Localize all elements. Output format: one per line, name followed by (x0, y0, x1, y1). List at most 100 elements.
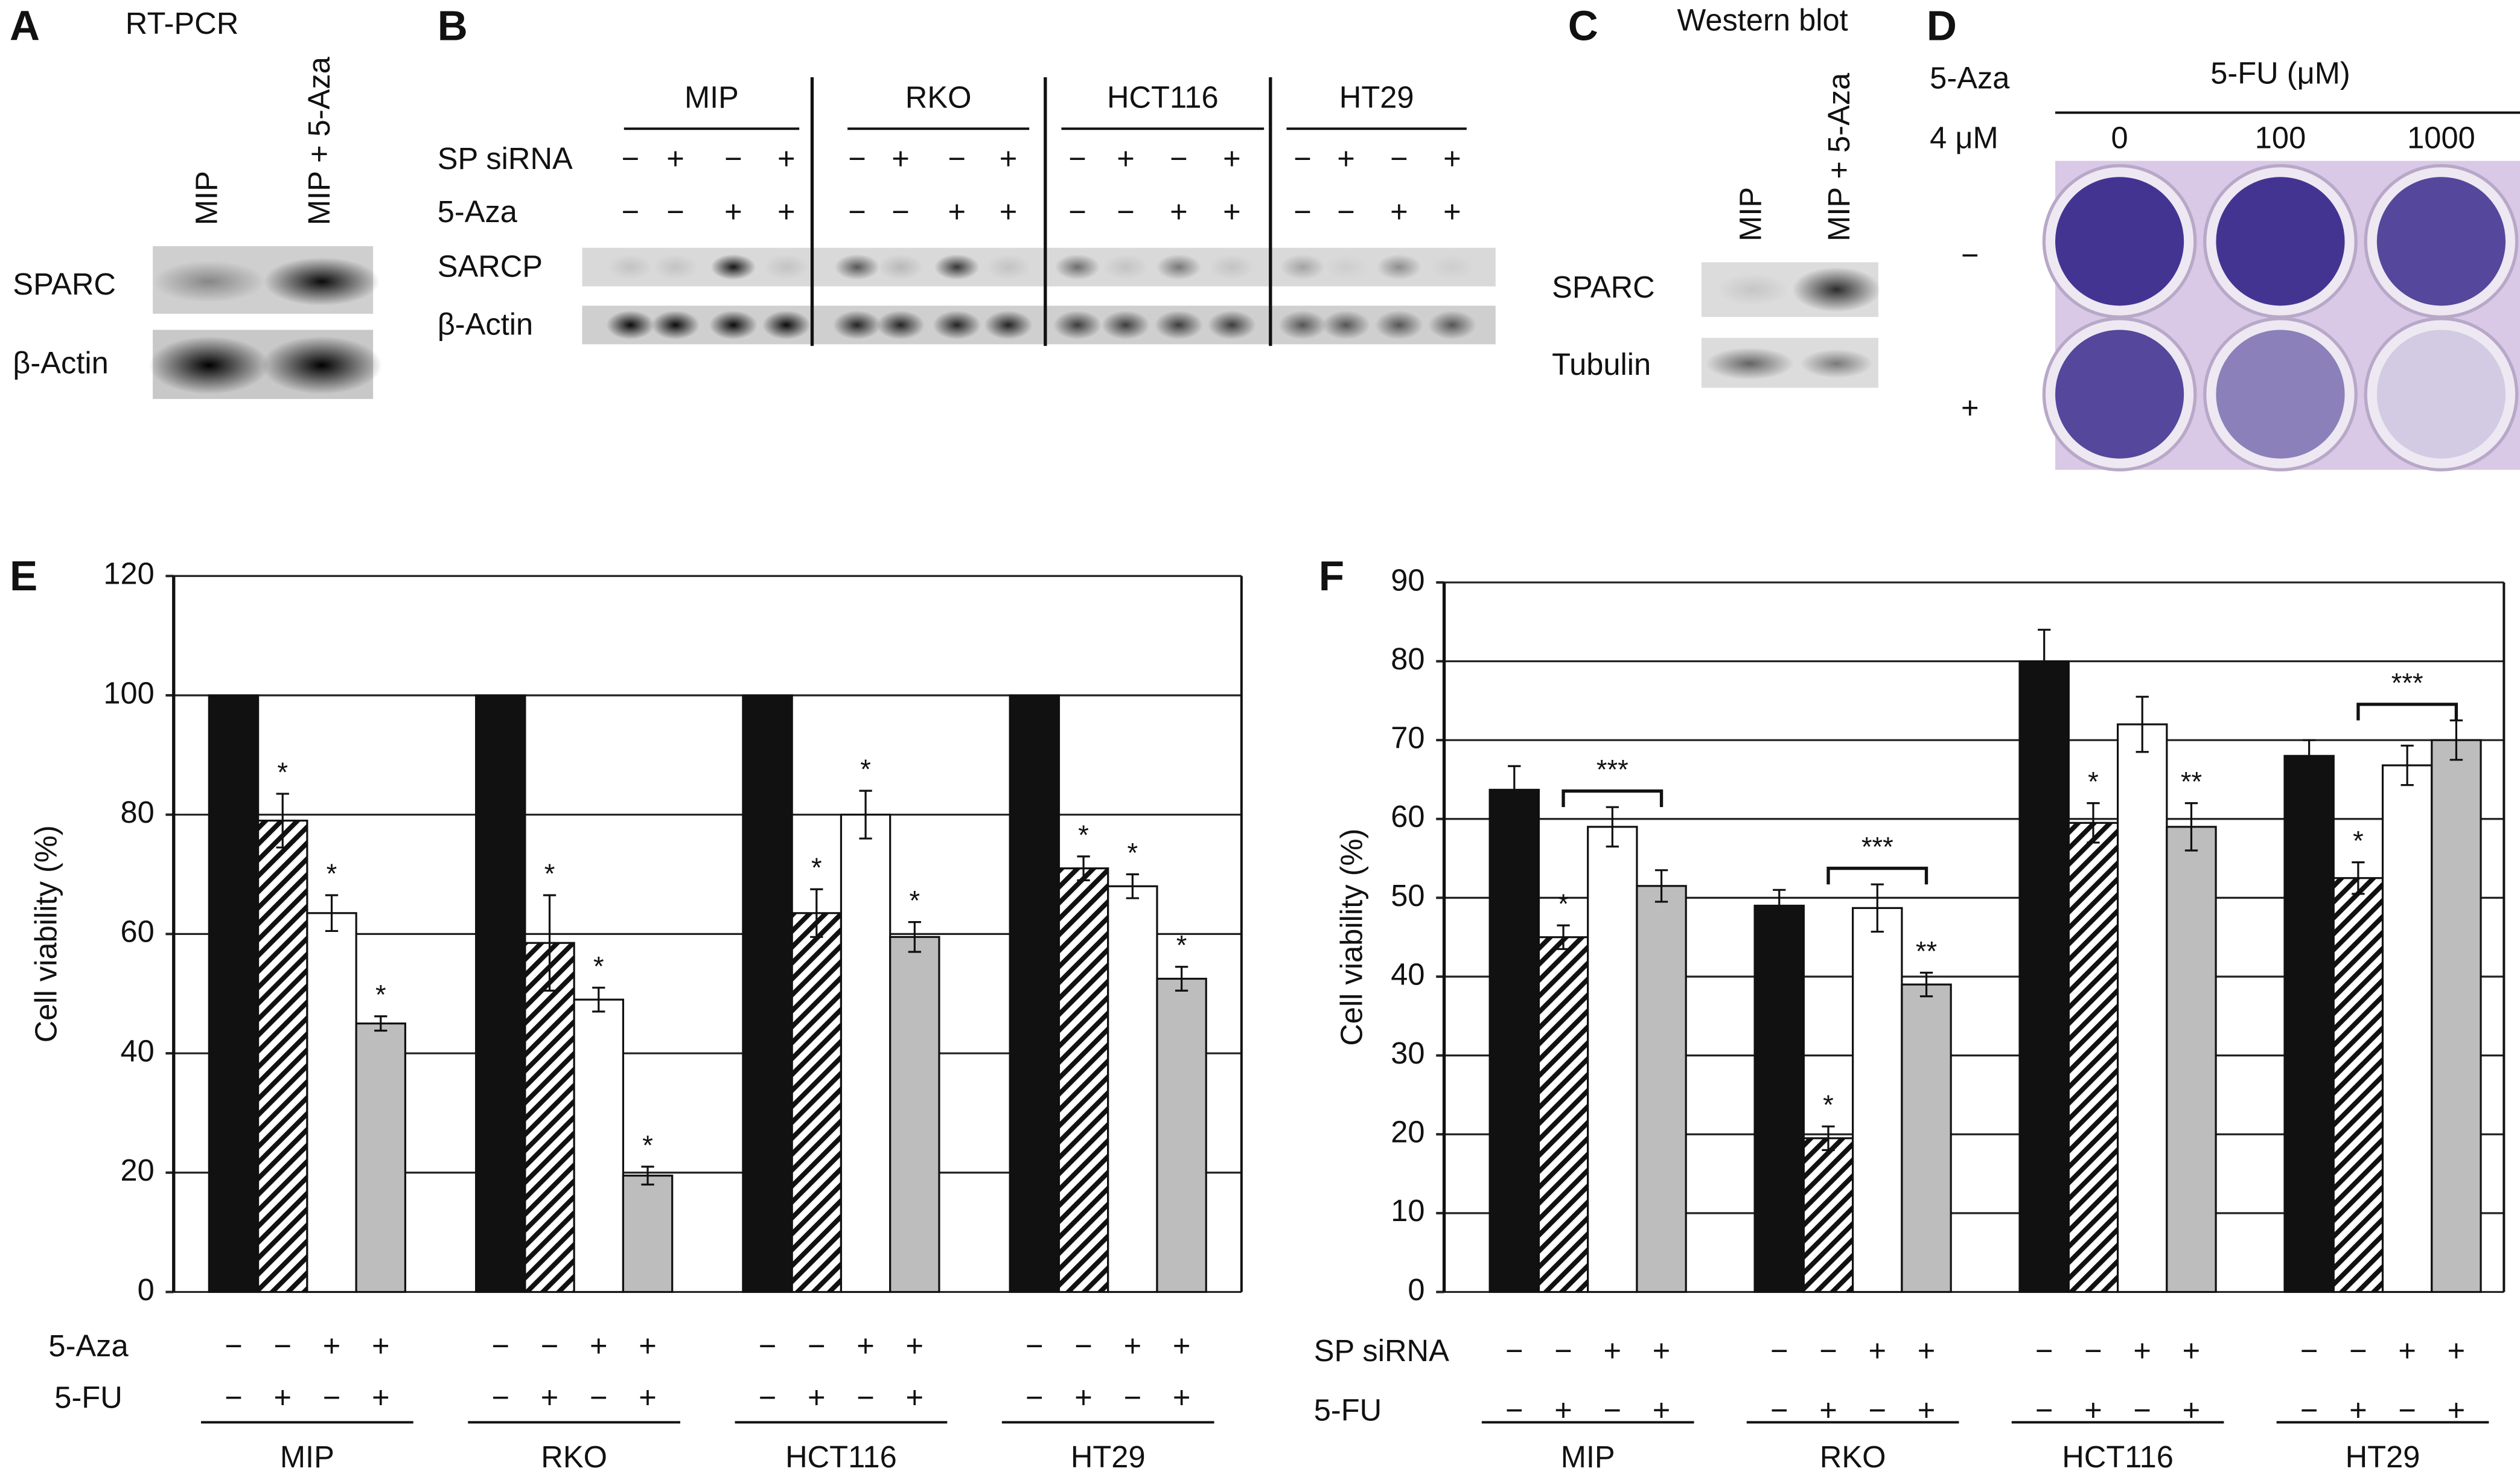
condition-sign: + (1443, 194, 1461, 229)
y-tick-label: 90 (1391, 563, 1424, 597)
condition-sign: − (724, 141, 742, 176)
blot-band (709, 310, 758, 340)
condition-sign: − (1068, 141, 1086, 176)
condition-sign: + (372, 1329, 390, 1363)
significance: *** (1597, 754, 1628, 785)
well-stain (2376, 177, 2506, 306)
condition-sign: − (2349, 1333, 2367, 1368)
bar (840, 814, 892, 1294)
error-bar (1557, 924, 1570, 950)
blot-band (1705, 347, 1794, 380)
error-bar (859, 790, 872, 840)
condition-sign: − (622, 141, 640, 176)
condition-label: SP siRNA (1314, 1333, 1449, 1368)
well-stain (2216, 177, 2345, 306)
well-stain (2055, 177, 2184, 306)
condition-sign: + (1604, 1333, 1622, 1368)
panel-letter: B (438, 2, 468, 49)
condition-sign: + (1443, 141, 1461, 176)
bar (742, 694, 793, 1294)
bar (1156, 977, 1207, 1294)
row-label: 5-Aza (438, 194, 518, 229)
condition-sign: − (1819, 1333, 1837, 1368)
bar (2283, 754, 2335, 1294)
condition-sign: − (1554, 1333, 1572, 1368)
significance: * (811, 852, 822, 883)
blot-band (876, 310, 925, 340)
bar (2067, 821, 2119, 1294)
y-tick-label: 70 (1391, 721, 1424, 755)
condition-sign: − (273, 1329, 292, 1363)
row-header: 5-Aza (1930, 61, 2010, 95)
significance: * (544, 858, 555, 889)
x-tick-label: RKO (1820, 1440, 1886, 1474)
significance: ** (2181, 767, 2202, 797)
blot-band (652, 254, 698, 280)
x-tick-label: MIP (280, 1440, 334, 1474)
condition-label: 5-Aza (48, 1329, 129, 1363)
bar (208, 694, 260, 1294)
y-tick-label: 120 (103, 557, 154, 591)
bar (1009, 694, 1061, 1294)
condition-sign: + (1000, 194, 1018, 229)
condition-sign: − (892, 194, 910, 229)
blot-band (263, 257, 380, 306)
blot-band (1102, 310, 1150, 340)
row-label: SP siRNA (438, 141, 573, 176)
blot-band (651, 310, 700, 340)
condition-sign: − (225, 1380, 243, 1414)
column-label: 1000 (2407, 120, 2475, 155)
condition-sign: + (1000, 141, 1018, 176)
condition-sign: − (2035, 1333, 2053, 1368)
row-label: SARCP (438, 249, 543, 284)
blot-band (1376, 254, 1422, 280)
bar (1636, 885, 1687, 1294)
blot-band (608, 254, 653, 280)
condition-sign: + (1653, 1333, 1671, 1368)
error-bar (641, 1166, 654, 1186)
blot-band (1717, 273, 1790, 306)
significance: * (593, 951, 604, 981)
condition-sign: − (622, 194, 640, 229)
column-label: 0 (2111, 120, 2128, 155)
condition-sign: + (2448, 1333, 2466, 1368)
bar (1901, 983, 1952, 1294)
condition-sign: − (1170, 141, 1188, 176)
condition-sign: − (1293, 141, 1312, 176)
lane-label: MIP (190, 171, 224, 225)
bar (475, 694, 526, 1294)
condition-sign: + (1173, 1329, 1191, 1363)
condition-sign: + (856, 1329, 875, 1363)
blot-band (1792, 267, 1881, 313)
panel-letter: A (10, 2, 40, 49)
well-stain (2376, 330, 2506, 459)
y-tick-label: 60 (1391, 799, 1424, 834)
condition-sign: − (323, 1380, 341, 1414)
error-bar (2302, 739, 2316, 773)
column-header: 5-FU (μM) (2210, 56, 2350, 91)
significance: * (375, 980, 386, 1010)
condition-sign: − (848, 141, 866, 176)
error-bar (1175, 966, 1188, 992)
condition-sign: + (892, 141, 910, 176)
error-bar (2184, 802, 2198, 852)
bar (1107, 885, 1158, 1294)
condition-sign: + (948, 194, 966, 229)
blot-band (1374, 310, 1423, 340)
condition-sign: − (1026, 1329, 1044, 1363)
significance: * (910, 885, 920, 916)
error-bar (2352, 861, 2365, 895)
error-bar (2400, 744, 2414, 786)
condition-sign: + (724, 194, 742, 229)
bar (2431, 739, 2482, 1294)
bar (2332, 877, 2384, 1294)
panel-letter: C (1568, 2, 1598, 49)
significance: * (1128, 837, 1138, 868)
error-bar (1126, 873, 1140, 899)
x-tick-label: MIP (1561, 1440, 1615, 1474)
blot-band (1054, 254, 1100, 280)
blot-band (762, 310, 811, 340)
y-tick-label: 0 (138, 1272, 155, 1307)
condition-sign: − (2300, 1333, 2318, 1368)
blot-band (1429, 254, 1475, 280)
